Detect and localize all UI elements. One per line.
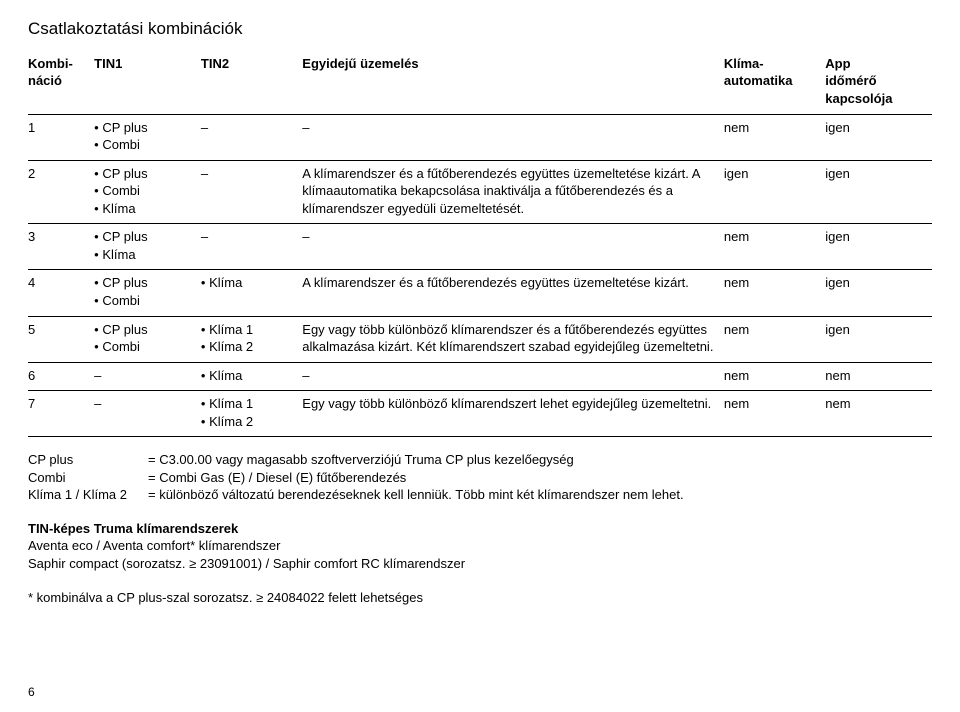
cell-operation: – bbox=[302, 362, 724, 391]
cell-app: igen bbox=[825, 160, 932, 224]
legend-key: CP plus bbox=[28, 451, 148, 469]
cell-app: igen bbox=[825, 224, 932, 270]
cell-operation: A klímarendszer és a fűtőberendezés együ… bbox=[302, 270, 724, 316]
tin-line1: Aventa eco / Aventa comfort* klímarendsz… bbox=[28, 537, 932, 555]
legend-row: Combi= Combi Gas (E) / Diesel (E) fűtőbe… bbox=[28, 469, 932, 487]
cell-num: 3 bbox=[28, 224, 94, 270]
cell-operation: Egy vagy több különböző klímarendszert l… bbox=[302, 391, 724, 437]
cell-operation: Egy vagy több különböző klímarendszer és… bbox=[302, 316, 724, 362]
legend-key: Combi bbox=[28, 469, 148, 487]
cell-app: igen bbox=[825, 316, 932, 362]
cell-app: igen bbox=[825, 270, 932, 316]
cell-tin2: – bbox=[201, 224, 302, 270]
cell-tin1: CP plusCombiKlíma bbox=[94, 160, 201, 224]
cell-num: 1 bbox=[28, 114, 94, 160]
cell-app: nem bbox=[825, 391, 932, 437]
th-operation: Egyidejű üzemelés bbox=[302, 51, 724, 114]
page-number: 6 bbox=[28, 684, 35, 700]
cell-num: 2 bbox=[28, 160, 94, 224]
legend-row: CP plus= C3.00.00 vagy magasabb szoftver… bbox=[28, 451, 932, 469]
cell-tin2: Klíma 1Klíma 2 bbox=[201, 391, 302, 437]
cell-auto: nem bbox=[724, 391, 825, 437]
table-row: 1CP plusCombi––nemigen bbox=[28, 114, 932, 160]
cell-tin1: CP plusKlíma bbox=[94, 224, 201, 270]
legend: CP plus= C3.00.00 vagy magasabb szoftver… bbox=[28, 451, 932, 504]
cell-tin2: Klíma 1Klíma 2 bbox=[201, 316, 302, 362]
cell-tin2: Klíma bbox=[201, 270, 302, 316]
cell-app: igen bbox=[825, 114, 932, 160]
cell-tin1: CP plusCombi bbox=[94, 270, 201, 316]
combination-table: Kombi- náció TIN1 TIN2 Egyidejű üzemelés… bbox=[28, 51, 932, 437]
cell-operation: – bbox=[302, 114, 724, 160]
table-row: 7–Klíma 1Klíma 2Egy vagy több különböző … bbox=[28, 391, 932, 437]
th-app: App időmérő kapcsolója bbox=[825, 51, 932, 114]
th-combination: Kombi- náció bbox=[28, 51, 94, 114]
tin-heading: TIN-képes Truma klímarendszerek bbox=[28, 520, 932, 538]
cell-tin1: – bbox=[94, 362, 201, 391]
cell-num: 6 bbox=[28, 362, 94, 391]
cell-tin2: – bbox=[201, 160, 302, 224]
cell-auto: nem bbox=[724, 114, 825, 160]
legend-row: Klíma 1 / Klíma 2= különböző változatú b… bbox=[28, 486, 932, 504]
cell-auto: nem bbox=[724, 224, 825, 270]
legend-value: = Combi Gas (E) / Diesel (E) fűtőberende… bbox=[148, 469, 406, 487]
table-header-row: Kombi- náció TIN1 TIN2 Egyidejű üzemelés… bbox=[28, 51, 932, 114]
table-row: 4CP plusCombiKlímaA klímarendszer és a f… bbox=[28, 270, 932, 316]
tin-line2: Saphir compact (sorozatsz. ≥ 23091001) /… bbox=[28, 555, 932, 573]
cell-num: 7 bbox=[28, 391, 94, 437]
th-auto: Klíma- automatika bbox=[724, 51, 825, 114]
cell-operation: A klímarendszer és a fűtőberendezés együ… bbox=[302, 160, 724, 224]
cell-auto: nem bbox=[724, 316, 825, 362]
cell-num: 5 bbox=[28, 316, 94, 362]
table-row: 5CP plusCombiKlíma 1Klíma 2Egy vagy több… bbox=[28, 316, 932, 362]
cell-tin1: CP plusCombi bbox=[94, 114, 201, 160]
cell-tin1: CP plusCombi bbox=[94, 316, 201, 362]
cell-auto: nem bbox=[724, 362, 825, 391]
legend-value: = különböző változatú berendezéseknek ke… bbox=[148, 486, 684, 504]
cell-auto: igen bbox=[724, 160, 825, 224]
cell-auto: nem bbox=[724, 270, 825, 316]
cell-tin1: – bbox=[94, 391, 201, 437]
legend-key: Klíma 1 / Klíma 2 bbox=[28, 486, 148, 504]
cell-operation: – bbox=[302, 224, 724, 270]
cell-num: 4 bbox=[28, 270, 94, 316]
tin-systems-section: TIN-képes Truma klímarendszerek Aventa e… bbox=[28, 520, 932, 606]
th-tin2: TIN2 bbox=[201, 51, 302, 114]
table-row: 3CP plusKlíma––nemigen bbox=[28, 224, 932, 270]
cell-tin2: – bbox=[201, 114, 302, 160]
th-tin1: TIN1 bbox=[94, 51, 201, 114]
table-row: 2CP plusCombiKlíma–A klímarendszer és a … bbox=[28, 160, 932, 224]
table-row: 6–Klíma–nemnem bbox=[28, 362, 932, 391]
cell-tin2: Klíma bbox=[201, 362, 302, 391]
page-title: Csatlakoztatási kombinációk bbox=[28, 18, 932, 41]
tin-note: * kombinálva a CP plus-szal sorozatsz. ≥… bbox=[28, 589, 932, 607]
cell-app: nem bbox=[825, 362, 932, 391]
legend-value: = C3.00.00 vagy magasabb szoftververziój… bbox=[148, 451, 574, 469]
